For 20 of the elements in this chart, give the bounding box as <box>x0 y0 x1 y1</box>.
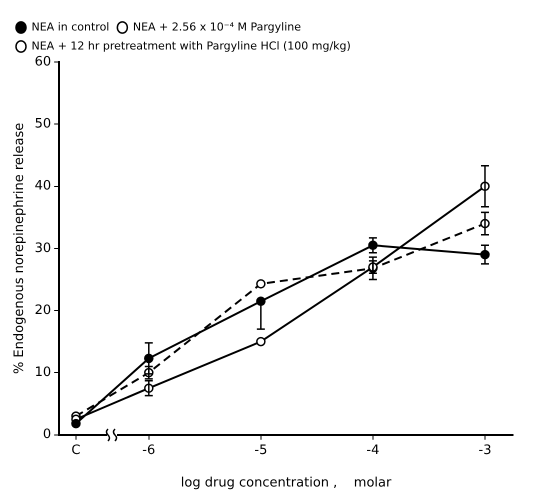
y-tick-label: 40 <box>34 178 52 194</box>
point <box>256 336 266 346</box>
y-axis-title: % Endogenous norepinephrine release <box>12 122 28 374</box>
x-tick-label: -6 <box>142 442 156 458</box>
y-tick-label: 20 <box>34 302 52 318</box>
y-tick-label: 50 <box>34 116 52 132</box>
x-tick-label: -4 <box>366 442 380 458</box>
y-tick-label: 10 <box>34 365 52 380</box>
x-tick-label: -3 <box>478 442 492 458</box>
point <box>71 418 81 428</box>
point <box>256 279 266 289</box>
legend-label: NEA + 12 hr pretreatment with Pargyline HCl (100 mg/kg) <box>32 39 351 52</box>
legend-label: NEA + 2.56 x 10⁻⁴ M Pargyline <box>132 20 302 34</box>
x-tick-label: C <box>71 442 80 458</box>
y-tick-label: 30 <box>34 240 52 256</box>
x-axis-title: log drug concentration , molar <box>180 476 392 491</box>
legend-label: NEA in control <box>32 20 110 34</box>
y-tick-label: 60 <box>34 54 52 70</box>
x-tick-label: -5 <box>254 442 268 458</box>
y-tick-label: 0 <box>42 427 52 442</box>
